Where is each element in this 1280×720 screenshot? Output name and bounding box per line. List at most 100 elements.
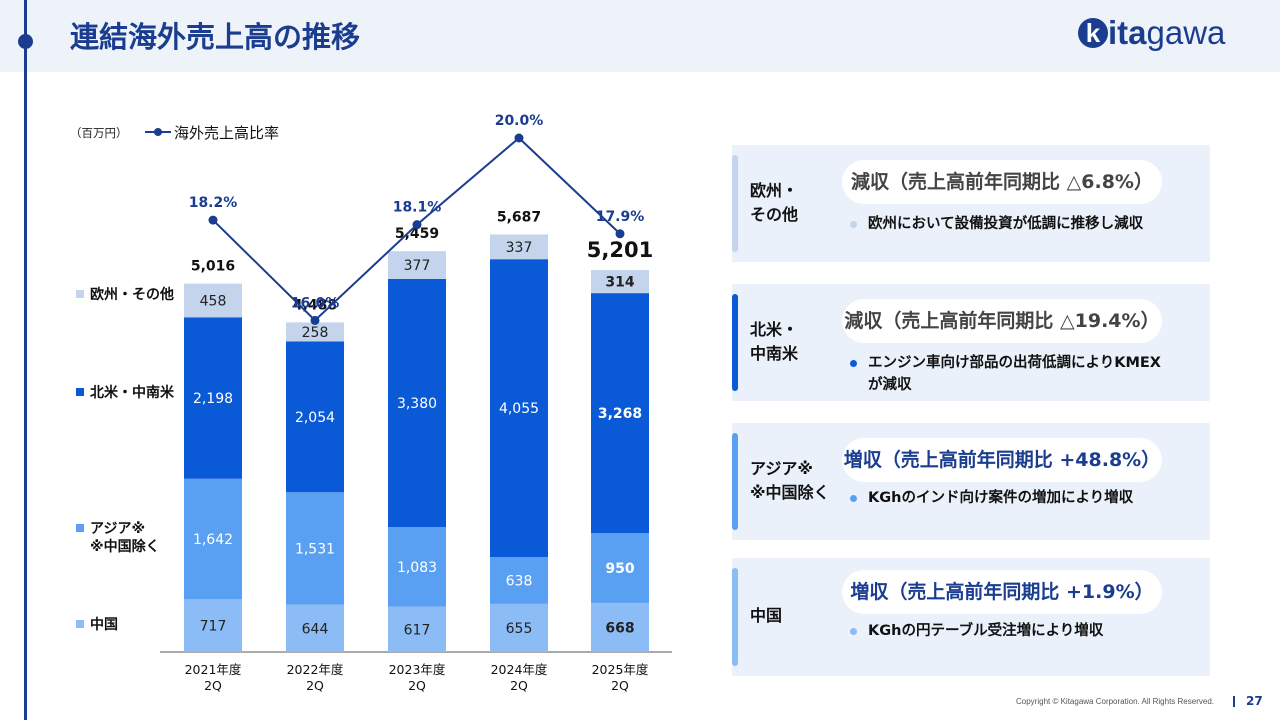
total-label: 5,016: [191, 259, 235, 275]
footer-separator: [1233, 696, 1235, 707]
bar-segment: [184, 317, 242, 479]
bullet-dot: [850, 495, 857, 502]
data-label: 950: [605, 561, 634, 577]
legend-swatch: [76, 620, 84, 628]
legend-swatch: [76, 290, 84, 298]
bar-segment: [388, 278, 446, 528]
ratio-point: [310, 315, 320, 325]
data-label: 2,054: [295, 410, 335, 426]
bar-segment: [591, 533, 649, 603]
bar-segment: [388, 251, 446, 279]
region-name: 中国: [750, 606, 783, 625]
data-label: 1,642: [193, 532, 233, 548]
logo-mark: k: [1078, 18, 1108, 48]
data-label: 717: [200, 619, 227, 635]
region-summary-pill: 減収（売上高前年同期比 △6.8%）: [842, 160, 1162, 204]
x-tick-label: 2Q: [611, 678, 629, 693]
legend-line-marker: [154, 128, 162, 136]
bar-segment: [490, 557, 548, 604]
legend-label: 欧州・その他: [90, 286, 174, 303]
x-tick-label: 2Q: [510, 678, 528, 693]
data-label: 1,531: [295, 541, 335, 557]
bar-segment: [286, 604, 344, 652]
region-summary-pill: 減収（売上高前年同期比 △19.4%）: [842, 299, 1162, 343]
ratio-point: [514, 133, 524, 143]
region-name: 北米・ 中南米: [750, 320, 799, 363]
region-color-bar: [732, 568, 738, 666]
region-note-text: KGhのインド向け案件の増加により増収: [868, 490, 1134, 506]
legend-label: アジア※: [90, 521, 145, 537]
company-logo: k itagawa: [1078, 14, 1225, 54]
region-summary-pill: 増収（売上高前年同期比 +48.8%）: [842, 438, 1162, 482]
data-label: 458: [200, 293, 227, 309]
accent-line: [24, 0, 27, 720]
ratio-label: 20.0%: [495, 113, 544, 129]
x-tick-label: 2023年度: [389, 662, 446, 677]
x-tick-label: 2024年度: [491, 662, 548, 677]
region-note-text: 欧州において設備投資が低調に推移し減収: [868, 216, 1144, 232]
unit-label: （百万円）: [70, 126, 128, 140]
logo-text-light: gawa: [1146, 14, 1226, 51]
bar-segment: [490, 234, 548, 260]
bar-segment: [388, 606, 446, 652]
data-label: 1,083: [397, 560, 437, 576]
data-label: 258: [302, 325, 329, 341]
data-label: 314: [605, 275, 634, 291]
page-number: 27: [1246, 694, 1263, 708]
region-note: 欧州において設備投資が低調に推移し減収: [850, 213, 1143, 235]
x-tick-label: 2Q: [306, 678, 324, 693]
total-label: 5,687: [497, 209, 541, 225]
legend-label: 中国: [90, 616, 118, 633]
logo-text-bold: ita: [1108, 14, 1147, 51]
region-color-bar: [732, 433, 738, 530]
bar-segment: [184, 283, 242, 318]
legend-label: ※中国除く: [90, 538, 160, 555]
data-label: 644: [302, 621, 329, 637]
region-name: アジア※ ※中国除く: [750, 459, 830, 502]
bar-segment: [591, 270, 649, 294]
region-note: KGhの円テーブル受注増により増収: [850, 620, 1103, 642]
data-label: 668: [605, 620, 634, 636]
bullet-dot: [850, 628, 857, 635]
legend-swatch: [76, 388, 84, 396]
region-box-europe: 欧州・ その他 減収（売上高前年同期比 △6.8%） 欧州において設備投資が低調…: [732, 145, 1210, 262]
x-tick-label: 2Q: [408, 678, 426, 693]
copyright: Copyright © Kitagawa Corporation. All Ri…: [1016, 697, 1214, 706]
region-note-text: エンジン車向け部品の出荷低調によりKMEX が減収: [868, 355, 1161, 393]
bar-segment: [490, 259, 548, 558]
region-note: エンジン車向け部品の出荷低調によりKMEX が減収: [850, 352, 1161, 396]
bar-segment: [286, 341, 344, 493]
data-label: 4,055: [499, 401, 539, 417]
bullet-dot: [850, 221, 857, 228]
ratio-label: 17.9%: [596, 209, 645, 225]
bar-segment: [591, 602, 649, 652]
total-label: 5,459: [395, 226, 439, 242]
region-summary-pill: 増収（売上高前年同期比 +1.9%）: [842, 570, 1162, 614]
data-label: 655: [506, 621, 533, 637]
bar-segment: [184, 599, 242, 652]
data-label: 377: [404, 258, 431, 274]
region-box-asia: アジア※ ※中国除く 増収（売上高前年同期比 +48.8%） KGhのインド向け…: [732, 423, 1210, 540]
region-color-bar: [732, 155, 738, 252]
x-tick-label: 2Q: [204, 678, 222, 693]
x-tick-label: 2021年度: [185, 662, 242, 677]
ratio-point: [412, 220, 422, 230]
ratio-point: [615, 229, 625, 239]
ratio-label: 18.1%: [393, 200, 442, 216]
bar-segment: [286, 492, 344, 605]
header-bar: [0, 0, 1280, 72]
x-tick-label: 2025年度: [592, 662, 649, 677]
region-box-china: 中国 増収（売上高前年同期比 +1.9%） KGhの円テーブル受注増により増収: [732, 558, 1210, 676]
region-box-americas: 北米・ 中南米 減収（売上高前年同期比 △19.4%） エンジン車向け部品の出荷…: [732, 284, 1210, 401]
legend-line-label: 海外売上高比率: [174, 124, 279, 142]
data-label: 638: [506, 573, 533, 589]
region-name: 欧州・ その他: [750, 181, 799, 224]
data-label: 3,268: [598, 406, 642, 422]
ratio-label: 18.2%: [189, 195, 238, 211]
x-tick-label: 2022年度: [287, 662, 344, 677]
total-label: 5,201: [587, 238, 653, 262]
data-label: 337: [506, 240, 533, 256]
bullet-dot: [850, 360, 857, 367]
bar-segment: [286, 322, 344, 342]
bar-segment: [490, 603, 548, 652]
